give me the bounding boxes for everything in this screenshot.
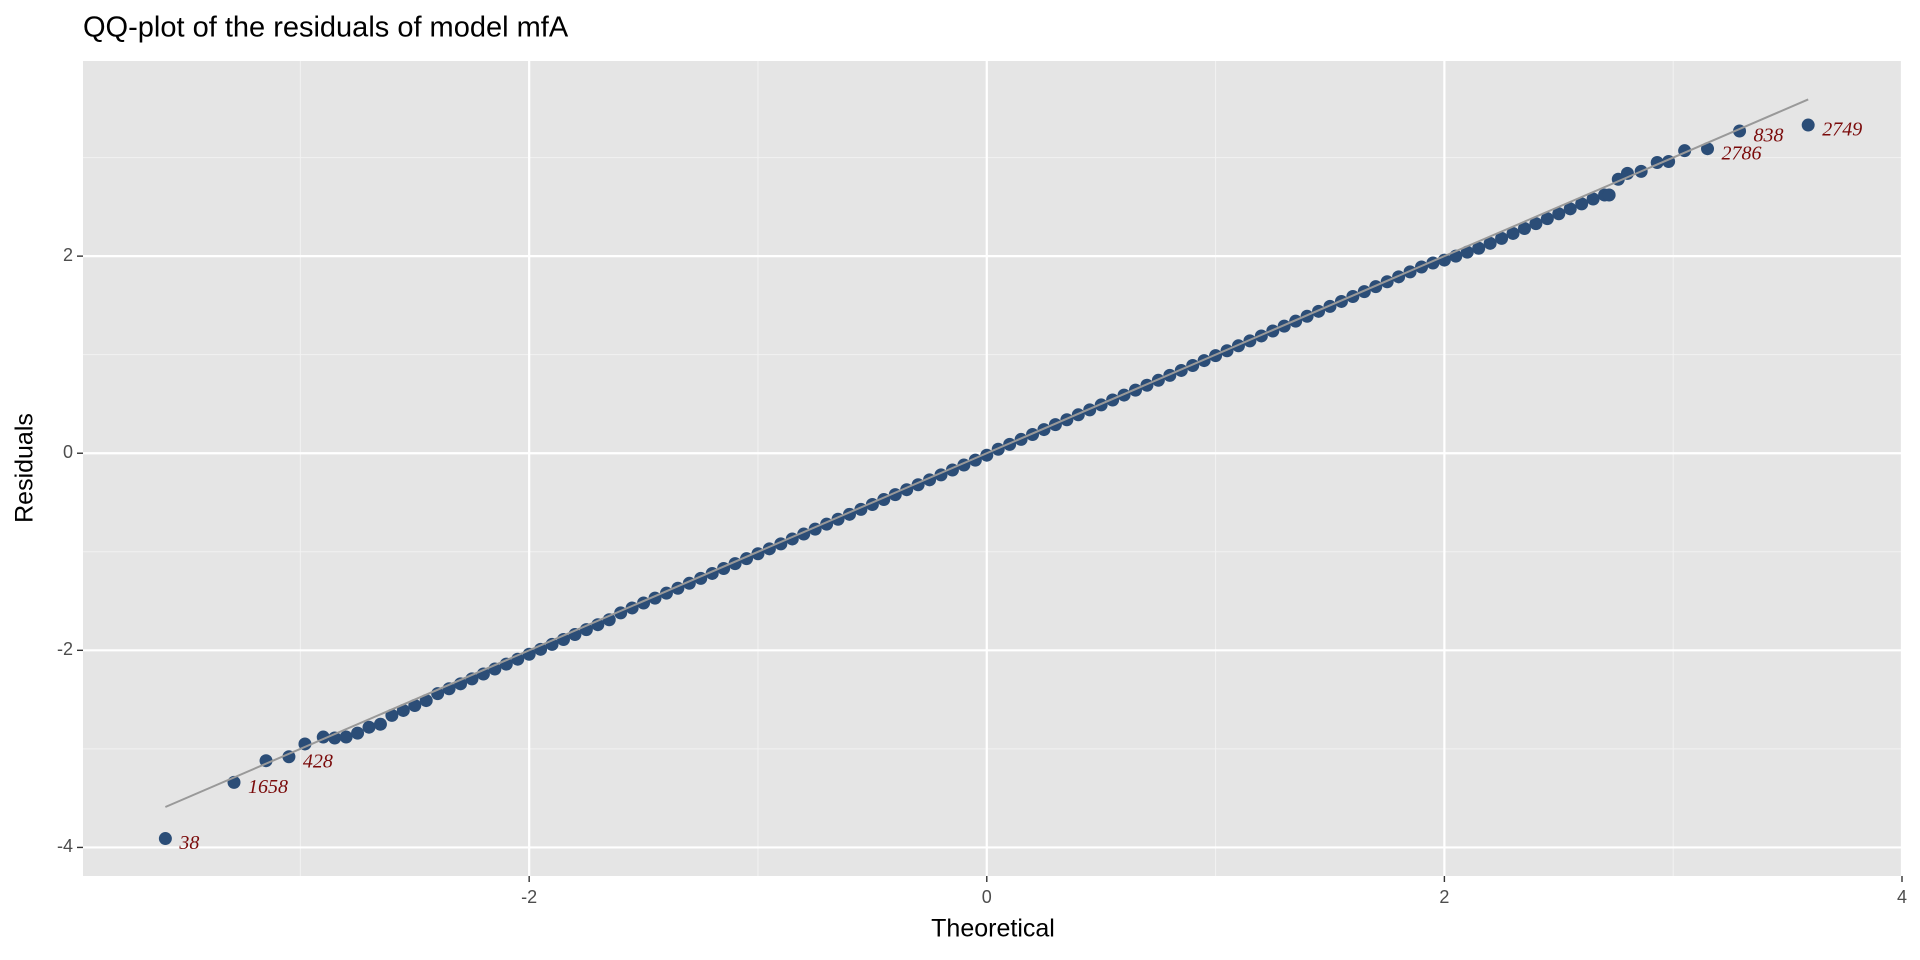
point xyxy=(1529,217,1543,231)
point xyxy=(1472,241,1486,255)
x-axis-title: Theoretical xyxy=(931,915,1055,943)
point xyxy=(1495,231,1509,245)
point xyxy=(1506,226,1520,240)
x-tick-label: -2 xyxy=(521,887,537,907)
annotation: 2749 xyxy=(1822,119,1862,141)
y-tick-label: -2 xyxy=(57,639,73,659)
point xyxy=(351,726,365,740)
point xyxy=(282,750,296,764)
x-tick-label: 4 xyxy=(1897,887,1907,907)
y-axis-title: Residuals xyxy=(11,413,39,523)
point xyxy=(1602,188,1616,202)
point xyxy=(298,737,312,751)
point xyxy=(158,832,172,846)
point xyxy=(396,703,410,717)
reference-line xyxy=(164,98,1809,808)
panel xyxy=(83,61,1902,876)
annotation: 38 xyxy=(178,832,199,854)
point xyxy=(408,699,422,713)
chart-title: QQ-plot of the residuals of model mfA xyxy=(83,12,569,44)
annotation: 838 xyxy=(1754,125,1784,147)
point xyxy=(1701,142,1715,156)
annotation: 428 xyxy=(303,750,333,772)
y-tick-label: 0 xyxy=(63,442,73,462)
point xyxy=(1586,192,1600,206)
annotation: 2786 xyxy=(1722,142,1762,164)
x-tick-label: 2 xyxy=(1439,887,1449,907)
point xyxy=(1483,236,1497,250)
point xyxy=(259,754,273,768)
point xyxy=(419,694,433,708)
point xyxy=(339,730,353,744)
point xyxy=(362,720,376,734)
point xyxy=(1460,245,1474,259)
point xyxy=(373,717,387,731)
annotation: 1658 xyxy=(248,776,288,798)
point xyxy=(1575,197,1589,211)
point xyxy=(1540,212,1554,226)
point xyxy=(1801,118,1815,132)
x-tick-label: 0 xyxy=(982,887,992,907)
y-tick-label: -4 xyxy=(57,836,73,856)
point xyxy=(385,708,399,722)
point xyxy=(1563,202,1577,216)
point xyxy=(1517,222,1531,236)
y-tick-label: 2 xyxy=(63,245,73,265)
point xyxy=(1552,207,1566,221)
